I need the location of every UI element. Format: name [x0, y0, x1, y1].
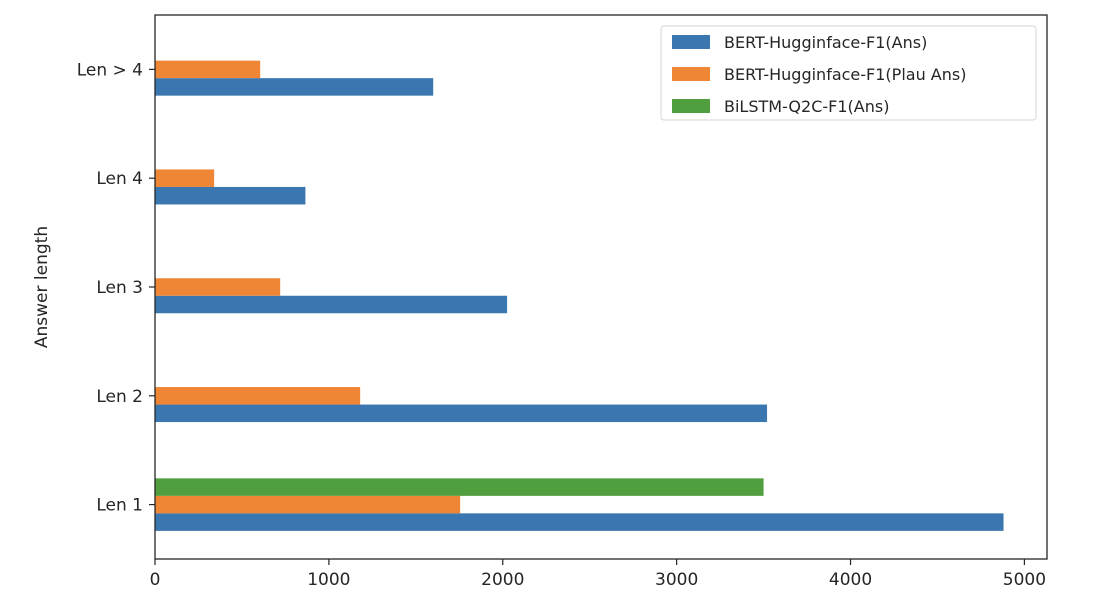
bar	[155, 478, 764, 496]
axes-layer: Len 1 Len 2 Len 3 Len 4 Len > 4 0 1000 2000 3000…	[32, 14, 1048, 590]
x-tick-label: 3000	[655, 570, 698, 590]
legend-box	[660, 25, 1037, 121]
bar	[155, 60, 261, 79]
bars-layer	[155, 60, 1004, 531]
x-tick-label: 0	[150, 570, 161, 590]
x-tick-label: 1000	[307, 570, 350, 590]
x-tick-label: 4000	[829, 570, 872, 590]
bar	[155, 169, 215, 187]
x-tick-label: 5000	[1003, 570, 1046, 590]
legend-label: BERT-Hugginface-F1(Plau Ans)	[724, 65, 966, 84]
y-tick-label: Len 4	[96, 169, 143, 189]
y-tick-label: Len 2	[96, 387, 143, 407]
y-tick-label: Len 3	[96, 278, 143, 298]
y-tick-label: Len > 4	[77, 60, 143, 80]
bar	[155, 387, 361, 405]
bar	[155, 495, 461, 514]
legend-swatch	[672, 67, 710, 81]
bar	[155, 186, 306, 205]
bar	[155, 278, 281, 296]
bar	[155, 404, 768, 423]
legend-swatch	[672, 35, 710, 49]
y-axis-label: Answer length	[32, 226, 52, 348]
legend: BERT-Hugginface-F1(Ans) BERT-Hugginface-F…	[660, 25, 1037, 121]
legend-label: BERT-Hugginface-F1(Ans)	[724, 33, 927, 52]
legend-swatch	[672, 99, 710, 113]
x-tick-label: 2000	[481, 570, 524, 590]
legend-label: BiLSTM-Q2C-F1(Ans)	[724, 97, 889, 116]
bar	[155, 295, 508, 314]
y-tick-label: Len 1	[96, 496, 143, 516]
bar	[155, 513, 1004, 531]
bar	[155, 78, 434, 96]
